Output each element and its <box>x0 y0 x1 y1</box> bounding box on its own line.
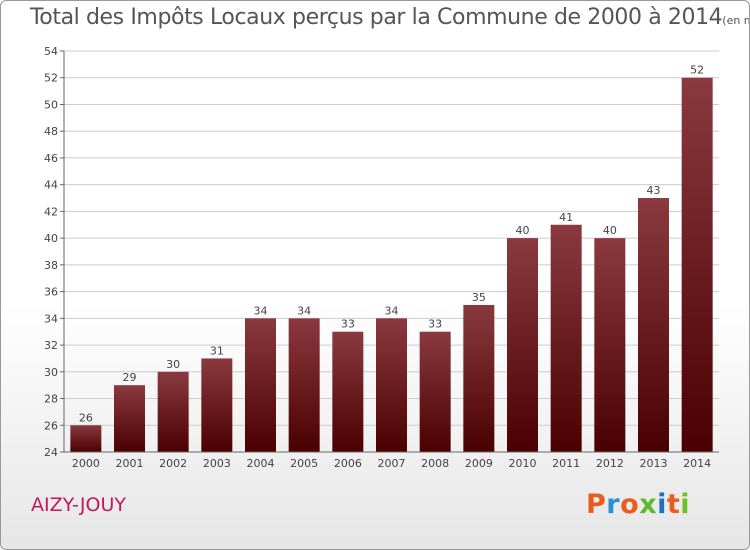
data-label-2009: 35 <box>472 291 486 304</box>
y-tick-label: 26 <box>44 419 58 432</box>
y-tick-label: 54 <box>44 45 58 58</box>
y-tick-label: 52 <box>44 72 58 85</box>
data-label-2000: 26 <box>79 411 93 424</box>
logo-letter: o <box>620 489 640 520</box>
y-tick-label: 44 <box>44 179 58 192</box>
bar-2000 <box>70 425 102 452</box>
logo-letter: i <box>657 489 667 520</box>
x-tick-label: 2013 <box>640 457 668 470</box>
x-tick-label: 2002 <box>159 457 187 470</box>
y-tick-label: 38 <box>44 259 58 272</box>
x-tick-label: 2006 <box>334 457 362 470</box>
data-label-2008: 33 <box>428 318 442 331</box>
y-tick-label: 40 <box>44 232 58 245</box>
x-tick-label: 2008 <box>421 457 449 470</box>
y-tick-label: 48 <box>44 125 58 138</box>
y-tick-label: 42 <box>44 205 58 218</box>
data-label-2012: 40 <box>603 224 617 237</box>
y-tick-label: 30 <box>44 366 58 379</box>
x-tick-label: 2005 <box>290 457 318 470</box>
title-text: Total des Impôts Locaux perçus par la Co… <box>30 5 723 30</box>
x-tick-label: 2003 <box>203 457 231 470</box>
x-tick-label: 2004 <box>247 457 275 470</box>
bar-2006 <box>332 331 364 452</box>
bar-2003 <box>201 358 233 452</box>
data-labels: 26 29 30 31 34 34 33 34 33 35 40 41 40 43 52 <box>79 64 704 425</box>
proxiti-logo[interactable]: Proxiti <box>586 489 690 520</box>
y-tick-label: 34 <box>44 312 58 325</box>
x-tick-label: 2010 <box>509 457 537 470</box>
data-label-2013: 43 <box>647 184 661 197</box>
bars <box>70 77 713 452</box>
bar-2010 <box>507 238 538 452</box>
data-label-2011: 41 <box>559 211 573 224</box>
y-tick-label: 50 <box>44 98 58 111</box>
x-tick-label: 2011 <box>552 457 580 470</box>
x-tick-label: 2014 <box>683 457 711 470</box>
data-label-2003: 31 <box>210 344 224 357</box>
logo-letter: r <box>606 489 621 520</box>
commune-name: AIZY-JOUY <box>31 494 126 516</box>
bar-2014 <box>681 77 713 452</box>
x-tick-label: 2012 <box>596 457 624 470</box>
y-tick-labels: 24 26 28 30 32 34 36 38 40 42 44 46 48 50 52 54 <box>44 45 58 459</box>
bar-2011 <box>550 224 582 452</box>
bar-2001 <box>114 385 145 452</box>
y-tick-label: 36 <box>44 286 58 299</box>
chart-title: Total des Impôts Locaux perçus par la Co… <box>30 5 749 30</box>
bar-2007 <box>376 318 407 452</box>
bar-2005 <box>288 318 320 452</box>
x-tick-label: 2009 <box>465 457 493 470</box>
data-label-2004: 34 <box>254 304 268 317</box>
y-tick-label: 46 <box>44 152 58 165</box>
data-label-2001: 29 <box>123 371 137 384</box>
title-unit: (en milliers d'€) <box>722 14 749 27</box>
x-tick-label: 2001 <box>116 457 144 470</box>
logo-letter: P <box>586 489 607 520</box>
y-tick-label: 28 <box>44 393 58 406</box>
logo-letter: t <box>666 489 681 520</box>
bar-2012 <box>594 238 626 452</box>
x-tick-labels: 2000 2001 2002 2003 2004 2005 2006 2007 2008 2009… <box>72 457 711 470</box>
bar-2009 <box>463 304 495 452</box>
logo-letter: i <box>680 489 691 520</box>
data-label-2014: 52 <box>690 64 704 77</box>
y-tick-label: 32 <box>44 339 58 352</box>
axes <box>63 51 719 453</box>
data-label-2006: 33 <box>341 318 355 331</box>
data-label-2002: 30 <box>166 358 180 371</box>
data-label-2007: 34 <box>385 304 399 317</box>
bar-2013 <box>638 198 669 452</box>
x-tick-label: 2007 <box>378 457 406 470</box>
y-tick-label: 24 <box>44 446 58 459</box>
x-tick-label: 2000 <box>72 457 100 470</box>
bar-2008 <box>419 331 451 452</box>
data-label-2010: 40 <box>516 224 530 237</box>
data-label-2005: 34 <box>297 304 311 317</box>
logo-letter: x <box>639 489 658 520</box>
bar-2004 <box>245 318 276 452</box>
bar-2002 <box>157 371 189 452</box>
